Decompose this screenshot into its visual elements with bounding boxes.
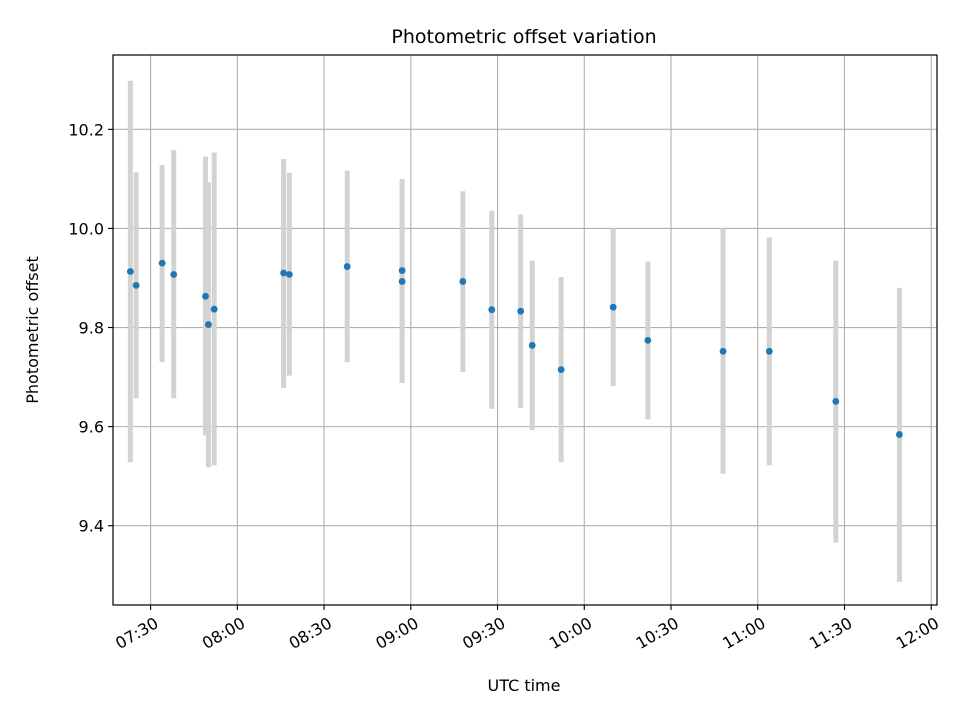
data-point [459,278,467,285]
data-points [126,259,903,438]
y-tick-label: 9.4 [79,517,104,536]
data-point [210,305,218,313]
data-point [126,268,134,275]
data-point [343,263,351,270]
data-point [896,431,903,438]
x-axis-title: UTC time [488,676,561,695]
chart-title: Photometric offset variation [391,26,656,48]
data-point [398,278,406,285]
data-point [488,306,496,314]
data-point [398,267,406,274]
plot-frame [112,54,938,606]
y-tick-label: 9.6 [79,418,104,437]
data-point [202,292,209,300]
grid-lines [113,55,937,605]
data-point [557,366,565,374]
data-point [609,303,617,311]
data-point [719,347,727,355]
y-tick-label: 10.0 [68,219,104,238]
data-point [644,337,652,344]
y-tick-label: 9.8 [79,319,104,338]
data-point [205,321,212,328]
data-point [170,271,178,278]
data-point [765,347,773,355]
y-tick-label: 10.2 [68,120,104,139]
data-point [132,282,140,289]
data-point [280,269,287,277]
data-point [517,307,525,315]
data-point [528,341,536,349]
y-axis-title: Photometric offset [23,256,42,404]
data-point [832,397,840,405]
data-point [285,271,293,278]
y-axis-ticks: 9.4 9.6 9.8 10.0 10.2 [68,120,113,536]
data-point [158,259,166,267]
